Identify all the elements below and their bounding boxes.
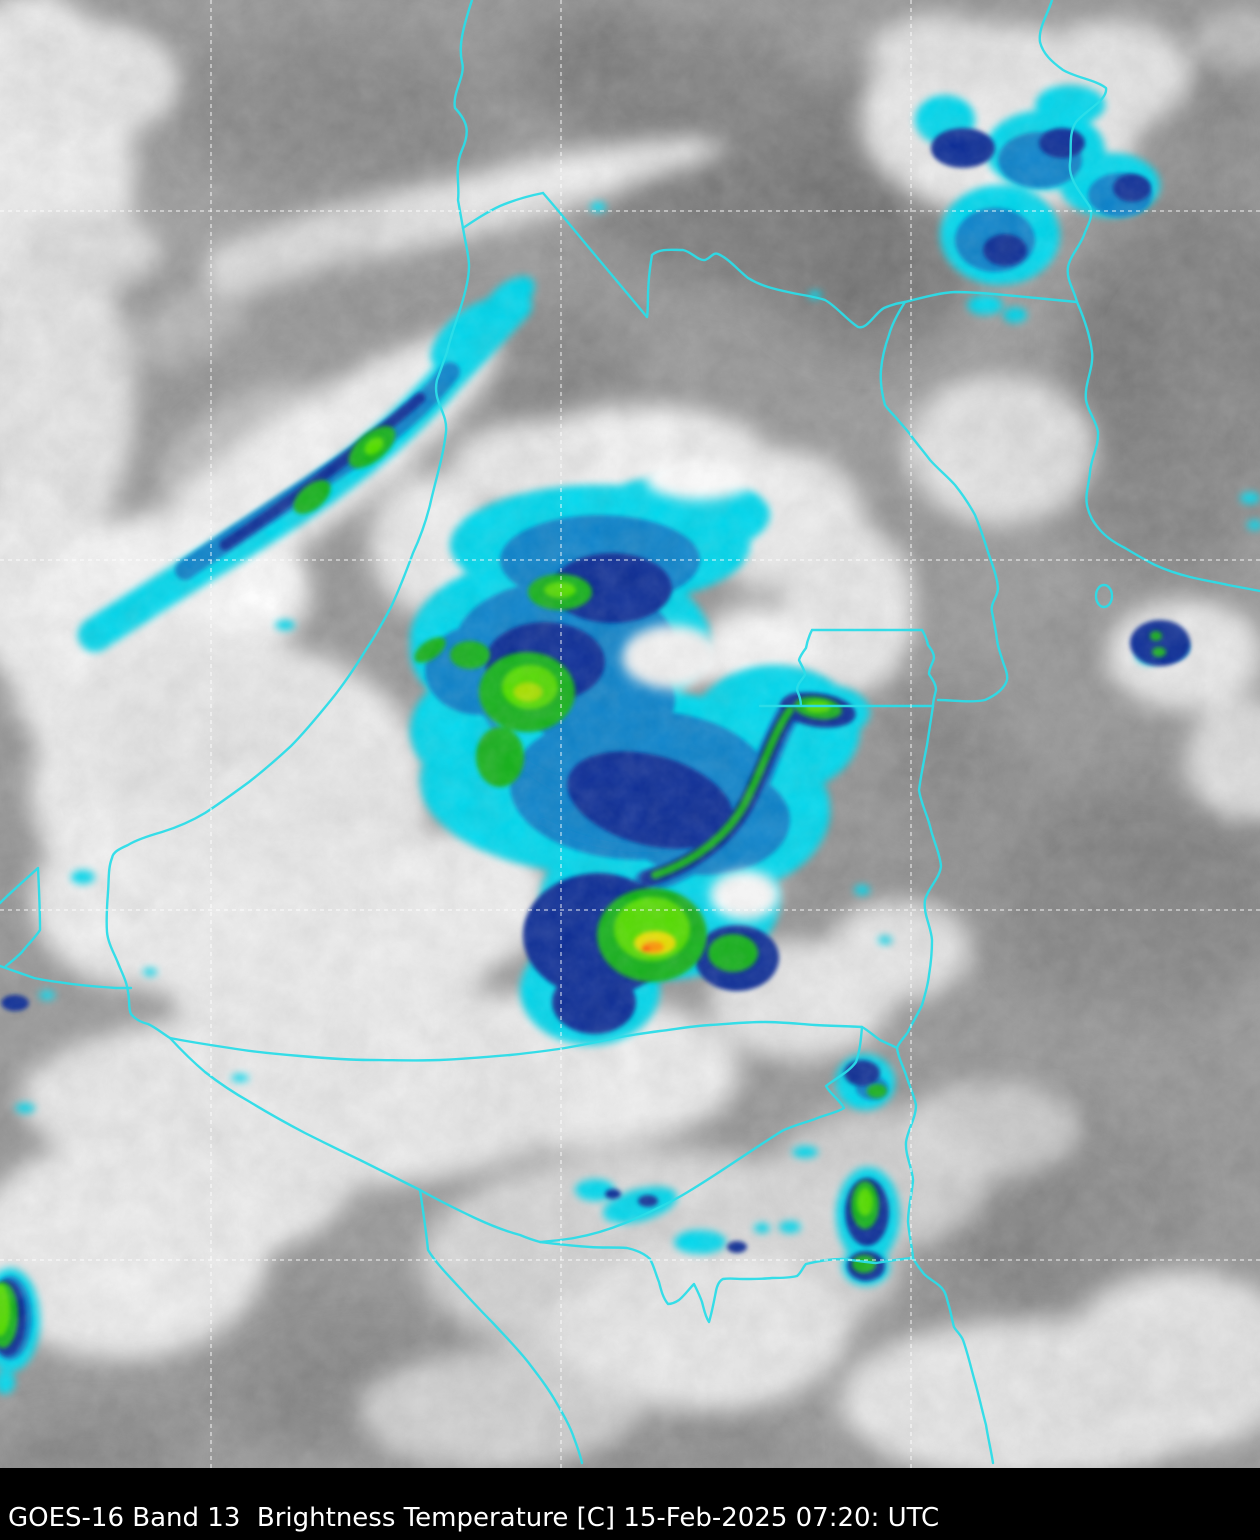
latlon-grid — [0, 0, 1260, 1468]
caption-text: GOES-16 Band 13 Brightness Temperature [… — [8, 1503, 940, 1534]
caption-bar: GOES-16 Band 13 Brightness Temperature [… — [0, 1468, 1260, 1540]
country-borders — [0, 0, 1260, 1465]
grain-texture — [0, 0, 1260, 1468]
satellite-image — [0, 0, 1260, 1468]
